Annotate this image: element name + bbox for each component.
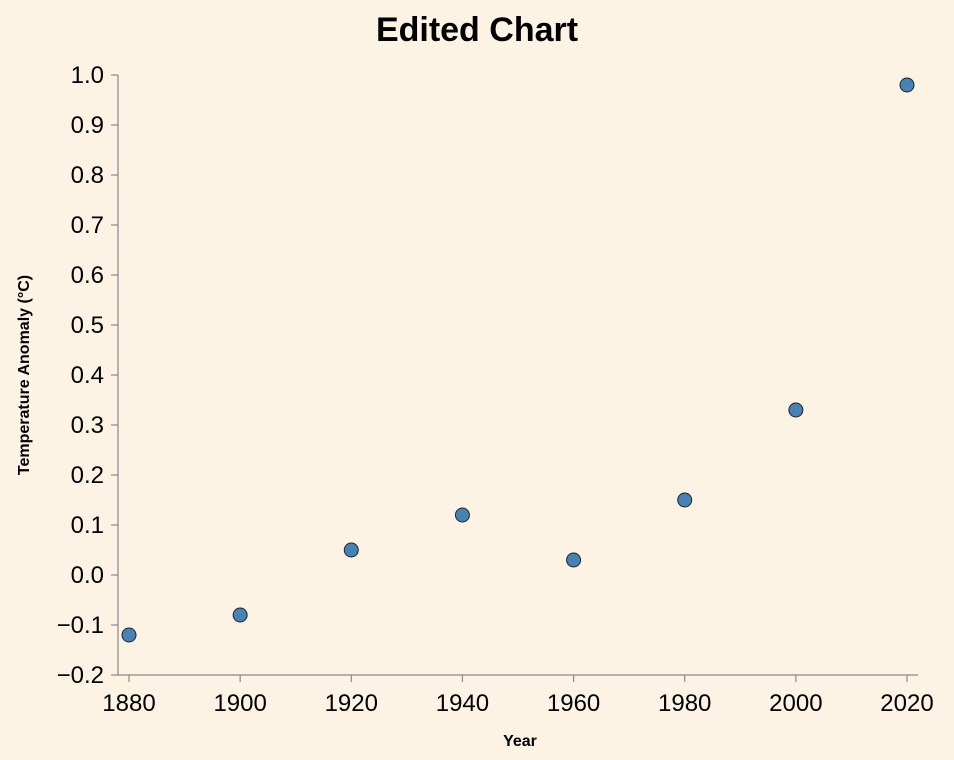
y-tick-label: 0.5 (71, 312, 104, 339)
x-axis: 1880 1900 1920 1940 1960 1980 2000 2020 (102, 675, 934, 717)
data-point[interactable] (566, 552, 582, 568)
y-tick-label: 1.0 (71, 62, 104, 89)
data-point[interactable] (899, 77, 915, 93)
x-tick-label: 1940 (436, 690, 489, 717)
data-point[interactable] (121, 627, 137, 643)
x-tick-label: 2000 (769, 690, 822, 717)
y-tick-label: −0.2 (57, 662, 104, 689)
x-tick-label: 2020 (880, 690, 933, 717)
y-tick-label: 0.6 (71, 262, 104, 289)
y-tick-label: 0.9 (71, 112, 104, 139)
y-tick-label: 0.2 (71, 462, 104, 489)
y-axis-title: Temperature Anomaly (°C) (16, 275, 33, 475)
x-tick-label: 1980 (658, 690, 711, 717)
y-tick-label: 0.8 (71, 162, 104, 189)
y-axis: −0.2 −0.1 0.0 0.1 0.2 0.3 0.4 0.5 0.6 0.7 0.8 0.9 1.… (57, 62, 118, 689)
data-point[interactable] (788, 402, 804, 418)
y-tick-label: 0.3 (71, 412, 104, 439)
y-tick-label: 0.4 (71, 362, 104, 389)
x-tick-label: 1960 (547, 690, 600, 717)
y-tick-label: 0.0 (71, 562, 104, 589)
data-point[interactable] (232, 607, 248, 623)
x-tick-label: 1880 (102, 690, 155, 717)
data-point[interactable] (454, 507, 470, 523)
data-point[interactable] (677, 492, 693, 508)
y-tick-label: −0.1 (57, 612, 104, 639)
y-tick-label: 0.7 (71, 212, 104, 239)
y-tick-label: 0.1 (71, 512, 104, 539)
x-axis-title: Year (503, 733, 537, 750)
x-tick-label: 1920 (325, 690, 378, 717)
data-points (121, 77, 915, 643)
data-point[interactable] (343, 542, 359, 558)
chart-title: Edited Chart (376, 11, 578, 49)
x-tick-label: 1900 (213, 690, 266, 717)
